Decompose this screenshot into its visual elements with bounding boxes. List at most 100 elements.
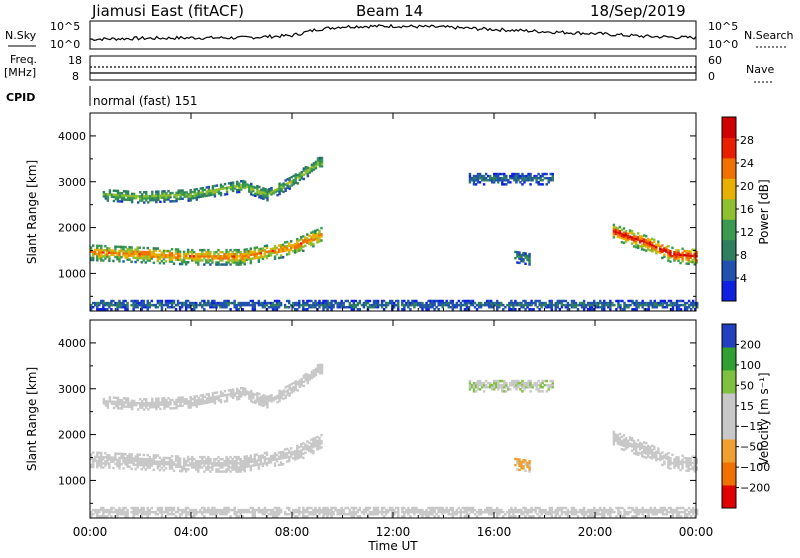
power-cell: [259, 303, 263, 307]
velocity-cell: [641, 508, 644, 512]
velocity-cell: [535, 381, 538, 385]
power-cell: [229, 253, 232, 256]
velocity-cell: [488, 386, 492, 389]
velocity-cell: [529, 379, 532, 383]
velocity-cell: [647, 446, 650, 450]
velocity-cell: [641, 512, 644, 516]
power-cell: [279, 301, 283, 305]
velocity-cell: [636, 443, 640, 446]
power-cell: [191, 248, 194, 252]
power-cell: [518, 301, 521, 305]
velocity-cell: [122, 397, 126, 400]
velocity-cell: [191, 462, 194, 465]
power-cell: [292, 182, 295, 186]
velocity-cell: [168, 459, 172, 462]
power-cell: [314, 164, 318, 168]
power-cell: [302, 241, 305, 244]
velocity-cell: [642, 447, 646, 450]
power-cell: [142, 305, 145, 309]
power-cell: [597, 305, 600, 309]
velocity-cell: [542, 510, 545, 514]
velocity-cell: [273, 462, 277, 465]
velocity-cell: [278, 393, 281, 397]
power-cell: [284, 187, 287, 190]
power-cell: [512, 303, 515, 307]
velocity-cell: [376, 512, 380, 516]
power-cell: [233, 301, 236, 305]
velocity-cell: [547, 386, 550, 389]
velocity-cell: [233, 466, 236, 469]
power-cell: [140, 299, 143, 303]
velocity-cbar-label: Velocity [m s⁻¹]: [757, 372, 771, 465]
power-cell: [472, 183, 476, 186]
power-cell: [223, 253, 226, 256]
power-cell: [281, 256, 285, 259]
velocity-cell: [488, 383, 492, 387]
velocity-cell: [177, 398, 180, 401]
power-cell: [237, 263, 240, 266]
power-cell: [538, 299, 541, 303]
power-cell: [225, 192, 229, 196]
power-cell: [251, 299, 255, 303]
power-cell: [157, 198, 160, 202]
power-cell: [485, 299, 489, 303]
power-cell: [173, 193, 176, 197]
power-cell: [277, 303, 281, 307]
power-cell: [217, 303, 220, 307]
velocity-cell: [114, 404, 118, 408]
power-cell: [530, 303, 533, 307]
velocity-cell: [164, 508, 168, 512]
power-cell: [187, 197, 190, 200]
power-cell: [94, 250, 97, 254]
velocity-cell: [260, 401, 263, 405]
velocity-cell: [148, 512, 151, 516]
velocity-cell: [566, 508, 570, 512]
power-cell: [233, 185, 237, 188]
power-cell: [273, 299, 277, 303]
velocity-cell: [145, 400, 148, 403]
velocity-cell: [184, 463, 188, 467]
velocity-cell: [259, 460, 263, 464]
power-cell: [380, 299, 384, 303]
velocity-cell: [612, 434, 616, 438]
velocity-cell: [465, 508, 469, 512]
velocity-cell: [160, 510, 164, 514]
power-cell: [184, 263, 188, 266]
velocity-cell: [278, 397, 281, 401]
velocity-cell: [211, 392, 215, 395]
power-cell: [677, 299, 681, 303]
velocity-cell: [134, 457, 137, 460]
power-cell: [630, 232, 634, 235]
velocity-cell: [184, 470, 188, 473]
velocity-cell: [157, 401, 160, 404]
velocity-cell: [229, 515, 232, 518]
velocity-cell: [294, 508, 297, 512]
velocity-cell: [265, 510, 269, 514]
velocity-cell: [259, 510, 263, 514]
power-cell: [134, 250, 137, 253]
velocity-cell: [671, 508, 675, 512]
power-cell: [691, 248, 694, 251]
power-cell: [330, 301, 333, 305]
velocity-cell: [223, 512, 226, 516]
power-cell: [318, 303, 321, 307]
power-cell: [124, 305, 127, 309]
velocity-cell: [231, 468, 234, 471]
power-cell: [144, 305, 147, 309]
velocity-cell: [517, 381, 520, 385]
power-cell: [157, 194, 160, 197]
power-cell: [225, 190, 229, 194]
power-cell: [616, 235, 620, 238]
velocity-cell: [213, 402, 217, 405]
velocity-cell: [250, 395, 253, 399]
velocity-cell: [673, 464, 676, 467]
power-cell: [128, 252, 131, 255]
power-cell: [644, 241, 648, 244]
power-cell: [368, 299, 372, 303]
velocity-cell: [679, 510, 683, 514]
power-cell: [632, 238, 636, 242]
velocity-cell: [687, 457, 690, 460]
power-cell: [657, 240, 660, 243]
velocity-cell: [186, 468, 190, 471]
power-cell: [189, 195, 192, 198]
